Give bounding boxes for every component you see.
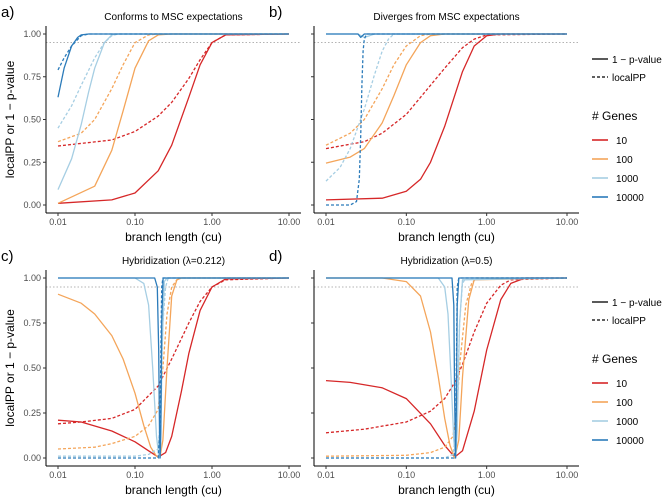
legend-label: 10 — [616, 379, 628, 390]
panel-letter: a) — [1, 4, 14, 21]
legend-label: 1 − p-value — [612, 298, 662, 309]
legend-label: 1 − p-value — [612, 55, 662, 66]
series-line-100-localpp — [57, 33, 289, 143]
series-line-10000-pvalue — [58, 277, 289, 459]
panel-title: Conforms to MSC expectations — [104, 12, 242, 23]
x-tick-label: 0.01 — [49, 217, 67, 227]
x-tick-label: 1.00 — [203, 217, 221, 227]
y-axis-title: localPP or 1 − p-value — [3, 309, 17, 427]
series-line-10000-pvalue — [326, 277, 567, 459]
series-line-100-pvalue — [325, 33, 567, 164]
panel-title: Hybridization (λ=0.212) — [122, 256, 225, 267]
series-group — [325, 277, 568, 459]
x-tick-label: 0.10 — [398, 470, 416, 480]
legend-label: 100 — [616, 398, 633, 409]
series-line-10-localpp — [57, 33, 290, 147]
x-tick-label: 0.01 — [317, 217, 335, 227]
x-tick-label: 1.00 — [478, 470, 496, 480]
panel-d: d) Hybridization (λ=0.5) 0.01 0.10 1.00 10.00… — [269, 248, 579, 497]
legend-label: 1000 — [616, 417, 639, 428]
series-line-1000-pvalue — [326, 277, 568, 459]
panel-title: Hybridization (λ=0.5) — [401, 256, 493, 267]
panel-title: Diverges from MSC expectations — [373, 12, 519, 23]
legend-top: 1 − p-value localPP # Genes 10 100 1000 10000 — [592, 55, 662, 204]
x-tick-label: 0.10 — [398, 217, 416, 227]
x-tick-label: 1.00 — [203, 470, 221, 480]
x-tick-label: 0.10 — [126, 217, 144, 227]
series-line-10000-localpp — [57, 33, 289, 71]
y-tick-label: 0.75 — [23, 318, 41, 328]
legend-title: # Genes — [592, 352, 637, 366]
x-tick-label: 10.00 — [278, 217, 301, 227]
y-tick-label: 0.50 — [23, 115, 41, 125]
series-line-10-pvalue — [325, 277, 567, 458]
legend-label: 10 — [616, 136, 628, 147]
x-tick-label: 10.00 — [556, 217, 579, 227]
y-tick-label: 1.00 — [23, 29, 41, 39]
series-group — [57, 277, 290, 459]
x-axis-title: branch length (cu) — [398, 230, 495, 244]
legend-label: 100 — [616, 155, 633, 166]
y-tick-label: 0.00 — [23, 453, 41, 463]
legend-label: localPP — [612, 316, 646, 327]
x-tick-label: 10.00 — [556, 470, 579, 480]
series-line-1000-localpp — [325, 33, 567, 182]
series-line-10000-pvalue — [326, 33, 567, 39]
y-tick-label: 1.00 — [23, 273, 41, 283]
panel-b: b) Diverges from MSC expectations 0.01 0.10… — [269, 4, 579, 244]
legend-title: # Genes — [592, 109, 637, 123]
x-tick-label: 10.00 — [278, 470, 301, 480]
panel-letter: c) — [1, 248, 14, 265]
legend-label: localPP — [612, 73, 646, 84]
series-line-1000-localpp — [57, 33, 289, 129]
series-line-100-pvalue — [326, 277, 568, 459]
legend-label: 10000 — [616, 436, 644, 447]
series-line-10-pvalue — [57, 33, 290, 204]
y-tick-label: 0.25 — [23, 408, 41, 418]
series-line-1000-pvalue — [58, 277, 289, 459]
y-axis-title: localPP or 1 − p-value — [3, 60, 17, 178]
panel-letter: d) — [269, 248, 282, 265]
x-tick-label: 1.00 — [478, 217, 496, 227]
series-line-10-localpp — [325, 33, 568, 150]
series-group — [57, 33, 290, 204]
panel-a: a) Conforms to MSC expectations 0.00 0.25 0.… — [1, 4, 301, 244]
series-line-1000-pvalue — [57, 33, 289, 190]
y-tick-label: 0.50 — [23, 363, 41, 373]
series-line-10000-localpp — [326, 33, 567, 206]
panel-c: c) Hybridization (λ=0.212) 0.00 0.25 0.50 0.7… — [1, 248, 301, 497]
legend-label: 1000 — [616, 174, 639, 185]
series-line-10-pvalue — [325, 33, 567, 201]
series-line-100-localpp — [325, 33, 567, 146]
x-tick-label: 0.01 — [49, 470, 67, 480]
series-line-100-pvalue — [57, 33, 289, 204]
y-tick-label: 0.00 — [23, 200, 41, 210]
x-tick-label: 0.10 — [126, 470, 144, 480]
y-tick-label: 0.25 — [23, 157, 41, 167]
x-axis-title: branch length (cu) — [125, 483, 222, 497]
y-tick-label: 0.75 — [23, 72, 41, 82]
series-group — [325, 33, 568, 206]
x-axis-title: branch length (cu) — [398, 483, 495, 497]
x-axis-title: branch length (cu) — [125, 230, 222, 244]
panel-letter: b) — [269, 4, 282, 21]
series-line-10000-pvalue — [57, 33, 289, 98]
series-line-100-localpp — [57, 277, 289, 450]
series-line-10000-localpp — [58, 277, 289, 459]
series-line-1000-localpp — [326, 277, 567, 459]
series-line-10-localpp — [57, 277, 290, 425]
x-tick-label: 0.01 — [317, 470, 335, 480]
legend-bottom: 1 − p-value localPP # Genes 10 100 1000 10000 — [592, 298, 662, 447]
series-line-10000-localpp — [326, 277, 567, 459]
series-line-10-pvalue — [57, 277, 290, 458]
legend-label: 10000 — [616, 193, 644, 204]
